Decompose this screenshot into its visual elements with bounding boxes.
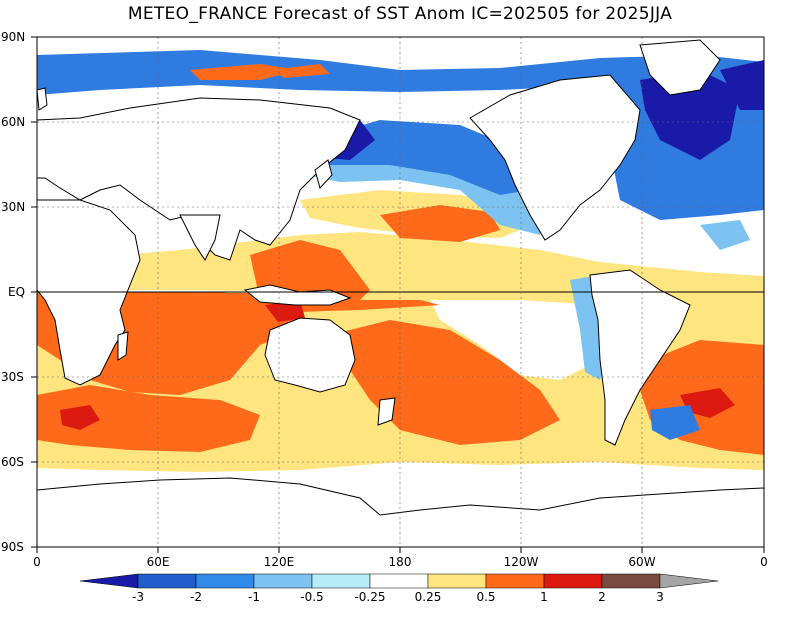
map-title: METEO_FRANCE Forecast of SST Anom IC=202…	[127, 4, 673, 24]
colorbar-label: -1	[248, 590, 260, 604]
colorbar-swatch	[195, 573, 255, 589]
lat-labels: 90N 60N 30N EQ 30S 60S 90S	[1, 30, 25, 554]
colorbar-swatch	[137, 573, 197, 589]
warm-arctic-streak-1	[190, 64, 300, 80]
colorbar-swatch	[369, 573, 429, 589]
continent-madagascar	[117, 331, 129, 361]
colorbar-lower-triangle	[79, 573, 139, 589]
continent-british-isles	[37, 87, 48, 111]
lat-label: 60N	[1, 115, 25, 129]
lon-label: 120W	[504, 555, 539, 569]
colorbar-swatch	[253, 573, 313, 589]
continent-india	[179, 214, 221, 261]
lon-label: 60W	[628, 555, 655, 569]
continent-south-america	[589, 269, 691, 446]
colorbar-swatch	[543, 573, 603, 589]
continent-new-zealand	[377, 397, 396, 426]
colorbar-swatch	[601, 573, 661, 589]
neutral-south-pacific	[430, 300, 600, 380]
warm-north-pacific-patch	[380, 205, 500, 242]
colorbar-swatch	[427, 573, 487, 589]
lat-ticks	[31, 36, 37, 548]
lat-label: EQ	[8, 285, 25, 299]
lon-ticks	[36, 547, 765, 553]
anomaly-field	[37, 37, 764, 547]
continent-north-america	[469, 74, 641, 241]
colorbar: -3 -2 -1 -0.5 -0.25 0.25 0.5 1 2 3	[79, 573, 719, 604]
warm-arctic-streak-2	[270, 64, 330, 78]
cool-south-atlantic-eddy	[650, 405, 700, 440]
continent-indonesia	[243, 284, 352, 306]
warm-strong-spot-1	[60, 405, 100, 430]
continent-greenland	[639, 39, 721, 96]
colorbar-label: 3	[656, 590, 664, 604]
colorbar-swatch	[485, 573, 545, 589]
colorbar-label: 2	[598, 590, 606, 604]
cold-arctic-band	[37, 50, 764, 105]
colorbar-label: -0.5	[300, 590, 323, 604]
lon-labels: 0 60E 120E 180 120W 60W 0	[33, 555, 768, 569]
cold-strong-arctic-east	[720, 60, 764, 110]
lon-label: 60E	[147, 555, 170, 569]
lat-label: 30N	[1, 200, 25, 214]
graticule	[37, 37, 764, 547]
colorbar-label: -2	[190, 590, 202, 604]
colorbar-upper-triangle	[659, 573, 719, 589]
cold-strong-labrador	[640, 70, 740, 160]
lat-label: 90S	[1, 540, 24, 554]
lon-label: 180	[389, 555, 412, 569]
warm-southern-ocean-indian	[37, 385, 260, 452]
continent-australia	[264, 317, 356, 393]
continent-japan	[314, 159, 333, 189]
lat-label: 60S	[1, 455, 24, 469]
lon-label: 0	[760, 555, 768, 569]
colorbar-label: 1	[540, 590, 548, 604]
lon-label: 120E	[264, 555, 295, 569]
colorbar-label: -0.25	[354, 590, 385, 604]
antarctica	[37, 477, 764, 547]
colorbar-label: 0.5	[476, 590, 495, 604]
lon-label: 0	[33, 555, 41, 569]
colorbar-swatch	[311, 573, 371, 589]
warm-strong-spot-2	[680, 388, 735, 418]
lat-label: 30S	[1, 370, 24, 384]
colorbar-label: -3	[132, 590, 144, 604]
lat-label: 90N	[1, 30, 25, 44]
colorbar-label: 0.25	[415, 590, 442, 604]
cool-gulf-mexico-ring	[700, 220, 750, 250]
